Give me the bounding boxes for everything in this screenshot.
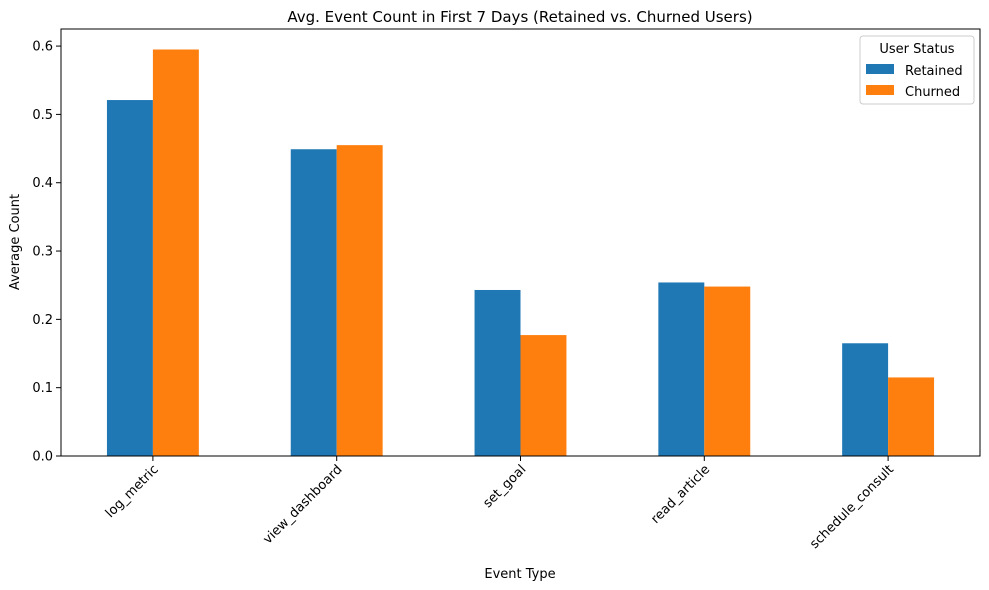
- legend-swatch-retained: [866, 64, 894, 74]
- x-axis-label: Event Type: [484, 567, 555, 582]
- x-tick-label: log_metric: [103, 462, 162, 521]
- chart-title: Avg. Event Count in First 7 Days (Retain…: [287, 8, 752, 26]
- legend-label-retained: Retained: [905, 64, 963, 79]
- y-axis-label: Average Count: [8, 194, 23, 290]
- y-tick-label: 0.2: [32, 313, 53, 328]
- y-tick-label: 0.6: [32, 40, 53, 55]
- bar-retained-read_article: [658, 282, 705, 456]
- bar-retained-view_dashboard: [290, 149, 337, 456]
- legend-title: User Status: [879, 42, 954, 57]
- x-tick-label: read_article: [648, 462, 713, 527]
- plot-frame: [60, 28, 981, 457]
- y-axis-ticks: 0.0 0.1 0.2 0.3 0.4 0.5 0.6: [32, 40, 61, 465]
- y-tick-label: 0.4: [32, 176, 53, 191]
- y-tick-label: 0.3: [32, 245, 53, 260]
- legend-label-churned: Churned: [905, 85, 960, 100]
- bar-retained-log_metric: [106, 100, 153, 457]
- bar-churned-set_goal: [520, 335, 567, 456]
- bars: [106, 49, 935, 457]
- bar-retained-set_goal: [474, 289, 521, 456]
- bar-retained-schedule_consult: [842, 343, 889, 456]
- x-tick-label: set_goal: [480, 462, 529, 511]
- y-tick-label: 0.5: [32, 108, 53, 123]
- x-axis-ticks: log_metric view_dashboard set_goal read_art…: [103, 456, 897, 552]
- y-tick-label: 0.1: [32, 381, 53, 396]
- y-tick-label: 0.0: [32, 450, 53, 465]
- legend-swatch-churned: [866, 85, 894, 95]
- x-tick-label: view_dashboard: [261, 462, 346, 547]
- bar-churned-read_article: [704, 286, 751, 456]
- bar-churned-schedule_consult: [888, 377, 935, 456]
- bar-churned-view_dashboard: [336, 145, 383, 457]
- x-tick-label: schedule_consult: [807, 462, 897, 552]
- legend: User Status Retained Churned: [859, 35, 975, 105]
- bar-churned-log_metric: [152, 49, 199, 456]
